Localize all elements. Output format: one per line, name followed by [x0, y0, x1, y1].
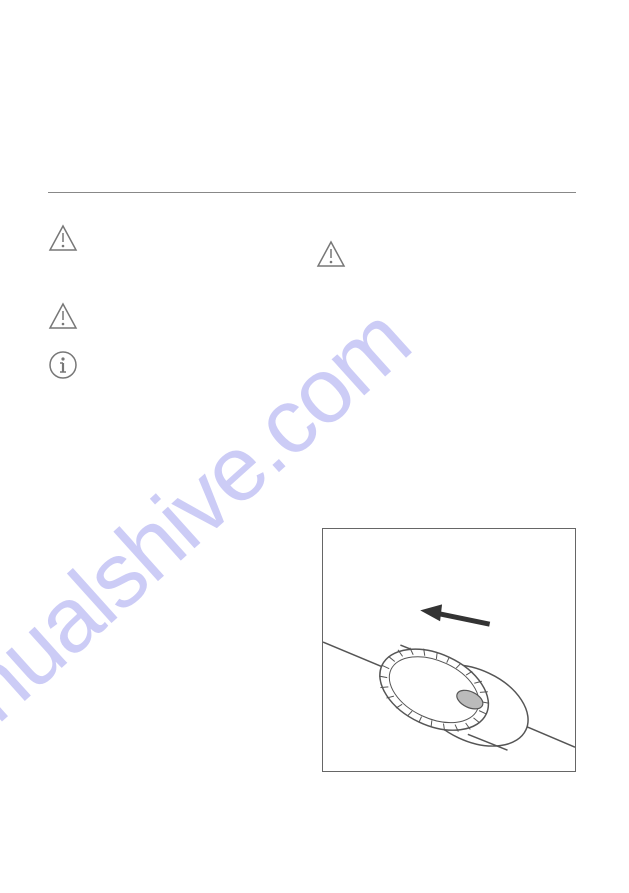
- warning-icon-2: [316, 240, 346, 268]
- warning-icon-3: [48, 302, 78, 330]
- figure-box: [322, 528, 576, 772]
- section-divider: [48, 192, 576, 193]
- page-root: manualshive.com: [0, 0, 629, 893]
- direction-arrow: [420, 604, 489, 624]
- info-icon: [48, 350, 78, 380]
- warning-icon-1: [48, 224, 78, 252]
- spacer-drawing: [323, 529, 575, 771]
